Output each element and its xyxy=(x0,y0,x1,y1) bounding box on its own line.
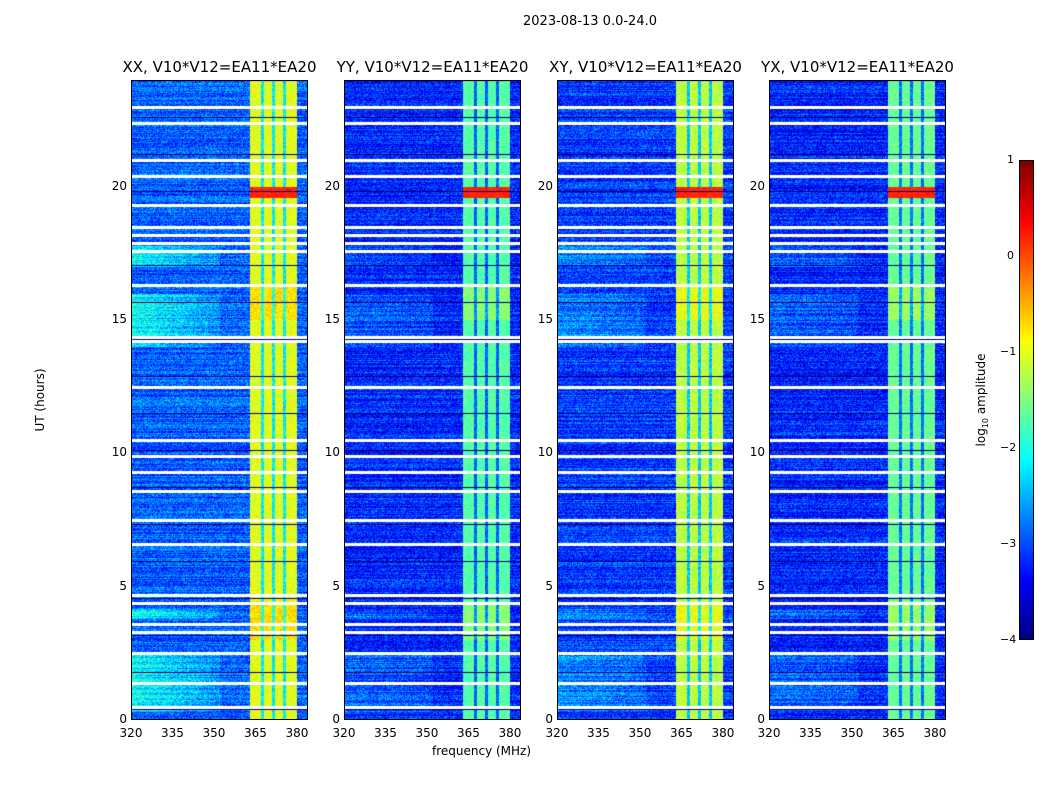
heatmap-image xyxy=(344,80,521,720)
y-tick-label: 10 xyxy=(537,445,553,460)
colorbar-label: log10 amplitude xyxy=(973,353,991,447)
heatmap-panel-xy: XY, V10*V12=EA11*EA20 320 335 350 365 380 0 5 10… xyxy=(538,58,742,740)
x-tick-label: 350 xyxy=(415,726,439,740)
x-tick-label: 335 xyxy=(799,726,822,740)
axes-frame xyxy=(344,80,521,720)
axes-frame xyxy=(769,80,946,720)
y-tick-label: 20 xyxy=(324,178,340,193)
x-tick-label: 380 xyxy=(711,726,735,740)
x-tick-label: 350 xyxy=(628,726,652,740)
panel-title: YX, V10*V12=EA11*EA20 xyxy=(761,58,954,76)
heatmap-panel-yy: YY, V10*V12=EA11*EA20 320 335 350 365 380 0 5 10… xyxy=(325,58,529,740)
y-tick-label: 15 xyxy=(749,312,765,326)
heatmap-image xyxy=(131,80,308,720)
x-tick-label: 365 xyxy=(244,726,267,740)
x-tick-label: 365 xyxy=(882,726,905,740)
colorbar-tick-label: 0 xyxy=(1007,249,1014,262)
y-tick-label: 10 xyxy=(749,445,765,460)
x-axis-label: frequency (MHz) xyxy=(432,744,532,758)
y-tick-label: 5 xyxy=(332,578,340,593)
x-tick-label: 335 xyxy=(587,726,610,740)
x-tick-label: 320 xyxy=(119,726,143,740)
heatmap-panel-yx: YX, V10*V12=EA11*EA20 320 335 350 365 380 0 5 10… xyxy=(750,58,954,740)
colorbar-tick-label: −2 xyxy=(1000,441,1017,454)
colorbar-tick-label: −3 xyxy=(1000,537,1017,550)
y-tick-label: 10 xyxy=(324,445,340,460)
y-tick-label: 5 xyxy=(545,578,553,593)
axes-frame xyxy=(557,80,734,720)
heatmap-image xyxy=(557,80,734,720)
colorbar xyxy=(1019,160,1034,640)
x-tick-label: 335 xyxy=(374,726,397,740)
y-tick-label: 5 xyxy=(119,578,127,593)
colorbar-tick-label: −1 xyxy=(1000,345,1017,358)
heatmap-panel-xx: XX, V10*V12=EA11*EA20 320 335 350 365 380 0 5 10… xyxy=(112,58,317,740)
colorbar-tick-label: 1 xyxy=(1007,153,1014,166)
x-tick-label: 380 xyxy=(498,726,522,740)
x-tick-label: 365 xyxy=(670,726,693,740)
panel-title: XY, V10*V12=EA11*EA20 xyxy=(549,58,742,76)
y-tick-label: 15 xyxy=(324,312,340,326)
x-tick-label: 320 xyxy=(332,726,356,740)
y-tick-label: 5 xyxy=(757,578,765,593)
y-tick-label: 0 xyxy=(545,712,553,726)
x-tick-label: 350 xyxy=(202,726,226,740)
y-tick-label: 0 xyxy=(332,712,340,726)
x-tick-label: 320 xyxy=(757,726,781,740)
y-tick-label: 15 xyxy=(111,312,127,326)
y-tick-label: 10 xyxy=(111,445,127,460)
x-tick-label: 380 xyxy=(285,726,309,740)
colorbar-tick-label: −4 xyxy=(1000,633,1017,646)
figure-title: 2023-08-13 0.0-24.0 xyxy=(523,14,657,29)
y-tick-label: 20 xyxy=(537,178,553,193)
x-tick-label: 350 xyxy=(840,726,864,740)
heatmap-image xyxy=(769,80,946,720)
y-tick-label: 15 xyxy=(537,312,553,326)
panel-title: YY, V10*V12=EA11*EA20 xyxy=(336,58,529,76)
y-tick-label: 20 xyxy=(749,178,765,193)
x-tick-label: 365 xyxy=(457,726,480,740)
panel-title: XX, V10*V12=EA11*EA20 xyxy=(122,58,317,76)
axes-frame xyxy=(131,80,308,720)
x-tick-label: 320 xyxy=(545,726,569,740)
x-tick-label: 335 xyxy=(161,726,184,740)
y-axis-label: UT (hours) xyxy=(33,368,47,432)
y-tick-label: 0 xyxy=(757,712,765,726)
x-tick-label: 380 xyxy=(923,726,947,740)
y-tick-label: 20 xyxy=(111,178,127,193)
y-tick-label: 0 xyxy=(119,712,127,726)
